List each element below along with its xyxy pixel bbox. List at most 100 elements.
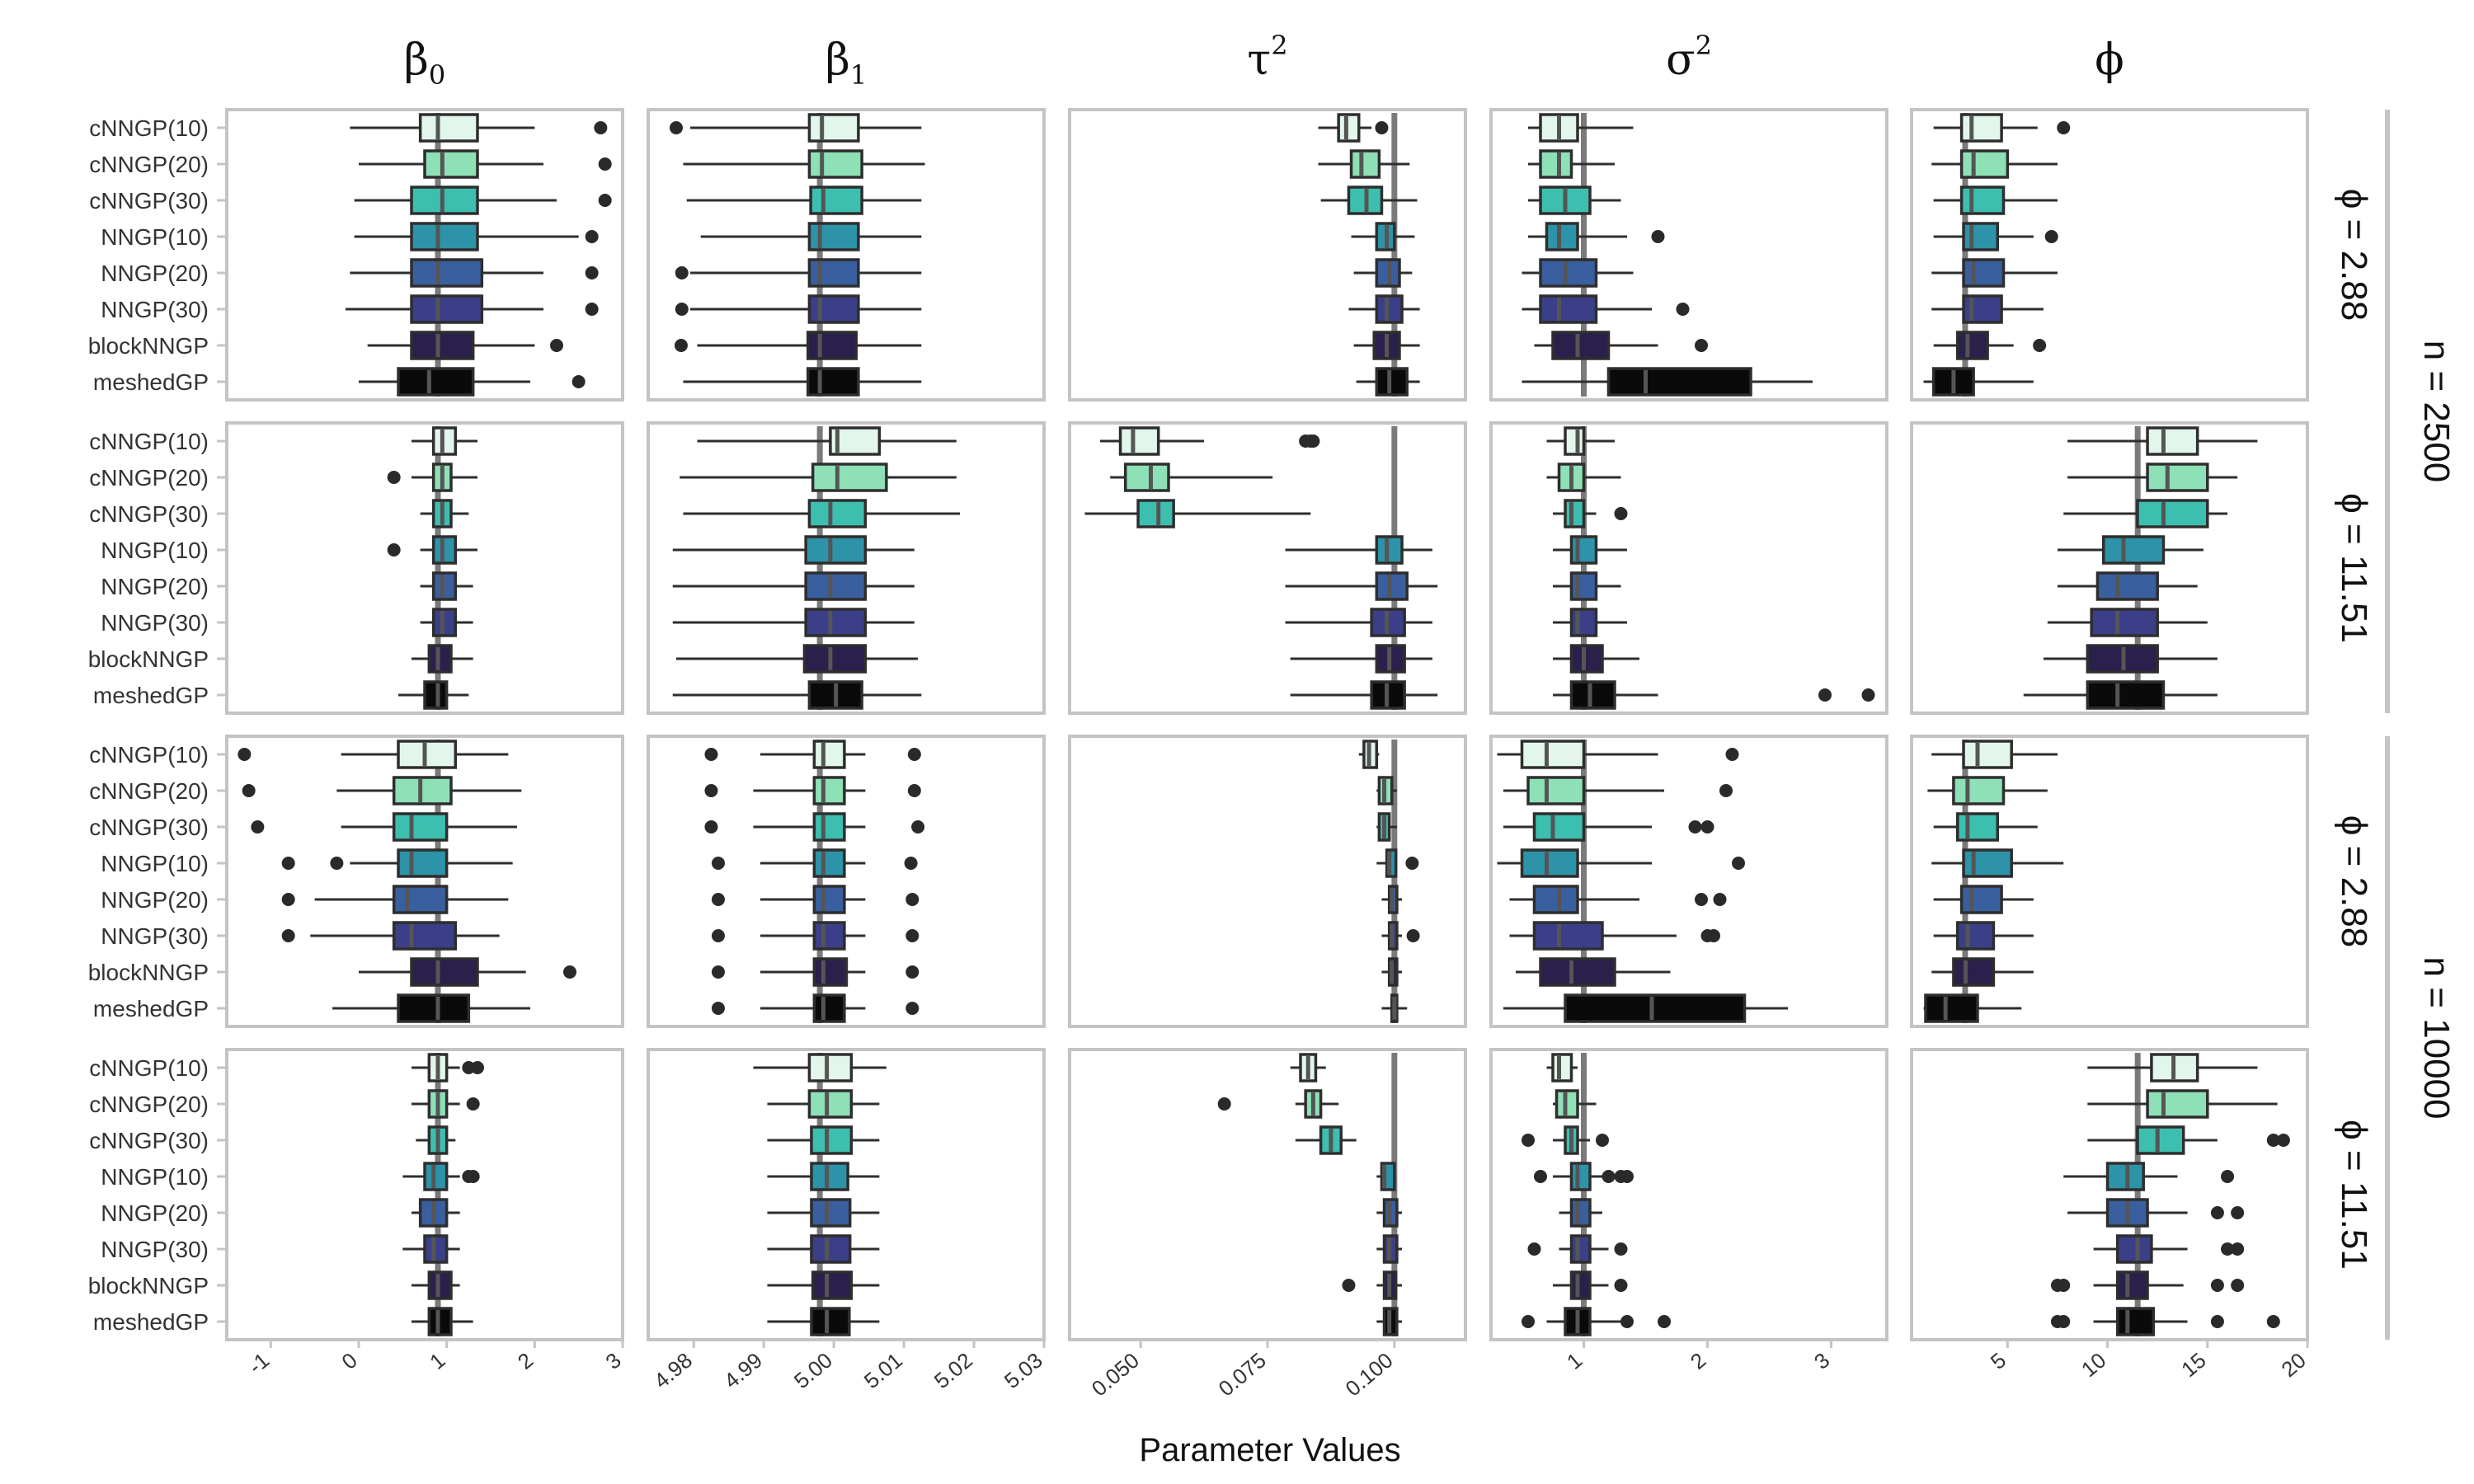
x-tick-label: 5 — [1986, 1348, 2011, 1374]
method-label: NNGP(20) — [101, 574, 209, 599]
box-5 — [1569, 1234, 1592, 1264]
outlier-point — [907, 748, 921, 761]
column-title-superscript: 2 — [1271, 30, 1287, 61]
panel-r0-beta0 — [217, 108, 624, 402]
method-label: NNGP(10) — [101, 1164, 209, 1190]
outlier-point — [1614, 1279, 1628, 1292]
method-label: meshedGP — [93, 369, 209, 395]
method-label: meshedGP — [93, 683, 209, 708]
panel-r3-tau2 — [1068, 1048, 1467, 1348]
box-7 — [812, 993, 846, 1023]
box-6 — [427, 1270, 453, 1300]
box-5 — [807, 294, 860, 324]
method-label: cNNGP(20) — [89, 778, 209, 804]
outlier-point — [1861, 688, 1875, 702]
panel-r1-tau2 — [1068, 421, 1467, 715]
box-1 — [2146, 1089, 2209, 1119]
box-1 — [1123, 463, 1170, 492]
phi-strip-label: ϕ = 11.51 — [2334, 493, 2374, 643]
outlier-point — [1375, 121, 1389, 134]
box-7 — [806, 367, 860, 397]
box-4 — [1569, 1198, 1592, 1228]
outlier-point — [1522, 1315, 1535, 1328]
box-0 — [1962, 740, 2013, 769]
outlier-point — [2033, 339, 2047, 352]
outlier-point — [1527, 1242, 1541, 1256]
outlier-point — [330, 857, 344, 870]
box-5 — [2090, 608, 2159, 637]
box-5 — [431, 608, 458, 637]
x-tick-label: 1 — [425, 1348, 449, 1374]
outlier-point — [1534, 1170, 1547, 1183]
outlier-point — [281, 893, 295, 906]
box-0 — [1959, 113, 2003, 143]
panel-r1-phi — [1910, 421, 2309, 715]
box-7 — [397, 367, 475, 397]
panel-r1-sigma2 — [1489, 421, 1888, 715]
outlier-point — [905, 929, 920, 942]
method-label: cNNGP(10) — [89, 429, 209, 454]
box-2 — [2136, 1125, 2185, 1155]
x-tick-label: 0.100 — [1341, 1348, 1398, 1402]
column-title-symbol: τ — [1247, 35, 1271, 85]
method-label: cNNGP(20) — [89, 1092, 209, 1117]
method-label: blockNNGP — [88, 646, 209, 672]
box-5 — [810, 1234, 852, 1264]
box-2 — [1136, 499, 1175, 528]
box-4 — [1375, 571, 1409, 601]
box-1 — [1952, 776, 2006, 805]
outlier-point — [2210, 1315, 2224, 1328]
box-1 — [807, 1089, 854, 1119]
x-tick-label: -1 — [243, 1348, 274, 1379]
outlier-point — [2266, 1315, 2280, 1328]
box-0 — [807, 113, 860, 143]
outlier-point — [1713, 893, 1727, 906]
box-4 — [804, 571, 868, 601]
outlier-point — [2210, 1206, 2224, 1219]
method-label: cNNGP(10) — [89, 742, 209, 768]
outlier-point — [251, 820, 265, 834]
box-5 — [1569, 608, 1598, 637]
box-6 — [812, 957, 849, 987]
box-2 — [1956, 812, 1999, 842]
box-5 — [1956, 921, 1996, 951]
x-tick-label: 2 — [1686, 1348, 1710, 1374]
x-tick-label: 0.050 — [1087, 1348, 1144, 1402]
box-7 — [1924, 993, 1979, 1023]
box-1 — [811, 463, 888, 492]
method-label: NNGP(10) — [101, 851, 209, 876]
box-4 — [1539, 258, 1598, 288]
outlier-point — [904, 857, 918, 870]
column-title-symbol: ϕ — [2095, 35, 2124, 85]
outlier-point — [598, 194, 612, 207]
box-0 — [1564, 426, 1586, 456]
box-1 — [1526, 776, 1586, 805]
outlier-point — [2231, 1206, 2245, 1219]
box-1 — [392, 776, 453, 805]
outlier-point — [2057, 1315, 2071, 1328]
method-label: cNNGP(30) — [89, 188, 209, 214]
outlier-point — [585, 303, 599, 316]
outlier-point — [675, 303, 689, 316]
box-1 — [807, 149, 863, 179]
x-tick-label: 10 — [2077, 1348, 2110, 1383]
box-4 — [1959, 885, 2003, 914]
outlier-point — [585, 266, 599, 279]
outlier-point — [387, 471, 401, 484]
outlier-point — [1818, 688, 1832, 702]
outlier-point — [1707, 929, 1720, 942]
box-1 — [1349, 149, 1381, 179]
panel-r2-beta1 — [647, 735, 1046, 1028]
box-3 — [804, 535, 868, 565]
box-0 — [2146, 426, 2199, 456]
outlier-point — [2221, 1242, 2235, 1256]
box-3 — [2101, 535, 2166, 565]
outlier-point — [669, 121, 683, 134]
box-5 — [2115, 1234, 2153, 1264]
method-label: cNNGP(30) — [89, 1128, 209, 1153]
box-4 — [2095, 571, 2159, 601]
x-tick-label: 15 — [2176, 1348, 2210, 1383]
outlier-point — [242, 784, 256, 797]
box-1 — [2146, 463, 2209, 492]
